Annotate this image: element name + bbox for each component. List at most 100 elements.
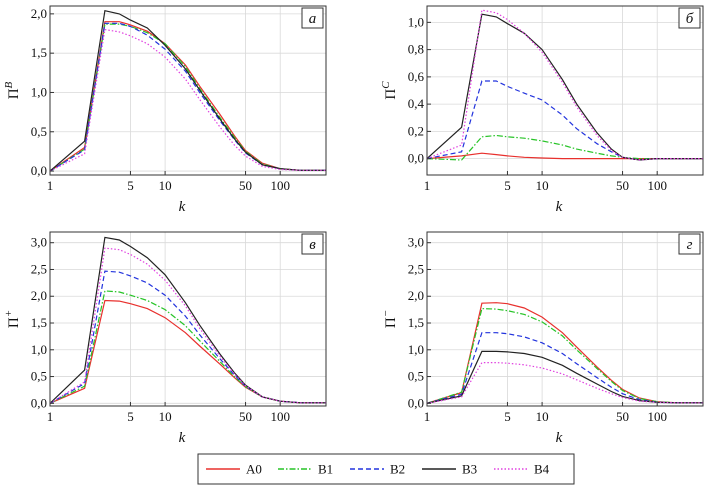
panel-letter: б <box>686 11 694 27</box>
legend-label: A0 <box>246 462 262 477</box>
panel-letter-frame <box>678 233 701 255</box>
x-tick-label: 10 <box>536 178 549 193</box>
legend-frame <box>197 453 575 485</box>
y-tick-label: 3,0 <box>31 235 47 250</box>
y-axis-label-main: Π <box>383 317 399 328</box>
x-tick-label: 100 <box>647 409 667 424</box>
y-axis-label-superscript: B <box>3 81 15 88</box>
y-axis-label: Π+ <box>3 310 22 328</box>
panel-letter-frame <box>301 7 324 29</box>
y-axis-label-main: Π <box>383 89 399 100</box>
y-tick-label: 0,8 <box>408 42 424 57</box>
chart-panel-3: 1 5 10 50 100 0,0 0,5 1,0 1,5 2,0 2,5 3,0 k Π+ в <box>3 231 327 446</box>
series-group <box>50 9 326 172</box>
y-tick-label: 1,5 <box>31 45 47 60</box>
x-axis-label: k <box>556 199 563 215</box>
y-axis-label-superscript: C <box>380 81 392 89</box>
y-tick-label: 0,4 <box>408 96 425 111</box>
legend-label: B4 <box>534 462 550 477</box>
gridlines <box>49 6 326 175</box>
series-line-b3 <box>50 9 326 172</box>
legend-item-b3: B3 <box>422 462 477 477</box>
y-axis-label: ΠB <box>3 81 22 99</box>
legend: A0 B1 B2 B3 B4 <box>197 453 575 485</box>
x-tick-label: 50 <box>616 409 629 424</box>
x-axis-label: k <box>556 430 563 446</box>
chart-panel-4: 1 5 10 50 100 0,0 0,5 1,0 1,5 2,0 2,5 3,0 k Π− г <box>380 231 704 446</box>
series-line-b4 <box>427 362 703 404</box>
y-tick-label: 2,0 <box>408 288 424 303</box>
series-line-b1 <box>427 307 703 404</box>
y-tick-label: 2,0 <box>31 6 47 21</box>
series-line-b1 <box>50 23 326 172</box>
x-tick-label: 50 <box>239 178 252 193</box>
gridlines <box>49 232 326 406</box>
x-tick-label: 10 <box>159 409 172 424</box>
series-line-b3 <box>50 236 326 404</box>
x-tick-label: 10 <box>536 409 549 424</box>
y-tick-label: 1,0 <box>408 14 424 29</box>
series-line-a0 <box>427 302 703 404</box>
y-axis-label-superscript: − <box>380 310 392 317</box>
series-line-b2 <box>427 80 703 161</box>
x-tick-label: 1 <box>47 178 54 193</box>
x-tick-label: 100 <box>647 178 667 193</box>
panel-letter: г <box>687 237 693 253</box>
y-tick-label: 2,5 <box>31 261 47 276</box>
x-tick-label: 100 <box>270 409 290 424</box>
x-tick-label: 50 <box>616 178 629 193</box>
x-tick-label: 1 <box>47 409 54 424</box>
plot-frame <box>49 231 327 407</box>
y-tick-label: 0,5 <box>31 369 47 384</box>
legend-label: B1 <box>318 462 333 477</box>
x-tick-label: 100 <box>270 178 290 193</box>
y-tick-label: 0,5 <box>408 369 424 384</box>
series-line-b2 <box>50 270 326 404</box>
y-axis-label-main: Π <box>6 317 22 328</box>
legend-label: B2 <box>390 462 405 477</box>
panel-letter-box: б <box>678 7 701 29</box>
gridlines <box>426 232 703 406</box>
x-tick-label: 50 <box>239 409 252 424</box>
series-line-b4 <box>50 247 326 404</box>
series-line-a0 <box>50 21 326 172</box>
y-tick-label: 1,5 <box>31 315 47 330</box>
y-tick-label: 1,0 <box>31 84 47 99</box>
series-line-b3 <box>427 350 703 404</box>
panel-letter-frame <box>301 233 324 255</box>
y-tick-label: 0,0 <box>31 395 47 410</box>
y-tick-label: 0,5 <box>31 124 47 139</box>
x-tick-label: 5 <box>127 178 134 193</box>
series-line-a0 <box>427 152 703 160</box>
legend-item-b1: B1 <box>278 462 333 477</box>
series-line-b3 <box>427 13 703 161</box>
panel-letter-box: а <box>301 7 324 29</box>
legend-label: B3 <box>462 462 477 477</box>
panel-letter: а <box>309 11 317 27</box>
y-tick-label: 2,5 <box>408 261 424 276</box>
series-line-b1 <box>50 290 326 404</box>
x-tick-label: 5 <box>127 409 134 424</box>
x-tick-label: 10 <box>159 178 172 193</box>
y-axis-label-main: Π <box>6 88 22 99</box>
y-tick-label: 0,0 <box>408 395 424 410</box>
x-tick-label: 5 <box>504 409 511 424</box>
y-tick-label: 2,0 <box>31 288 47 303</box>
panel-letter: в <box>309 237 316 253</box>
y-tick-label: 0,0 <box>408 151 424 166</box>
x-axis-label: k <box>179 430 186 446</box>
plot-frame <box>426 231 704 407</box>
x-axis-label: k <box>179 199 186 215</box>
x-tick-label: 1 <box>424 409 431 424</box>
y-tick-label: 1,0 <box>408 342 424 357</box>
legend-item-a0: A0 <box>206 462 262 477</box>
series-line-b2 <box>427 332 703 404</box>
series-group <box>427 302 703 404</box>
series-group <box>50 236 326 404</box>
y-tick-label: 1,5 <box>408 315 424 330</box>
y-tick-label: 0,2 <box>408 123 424 138</box>
